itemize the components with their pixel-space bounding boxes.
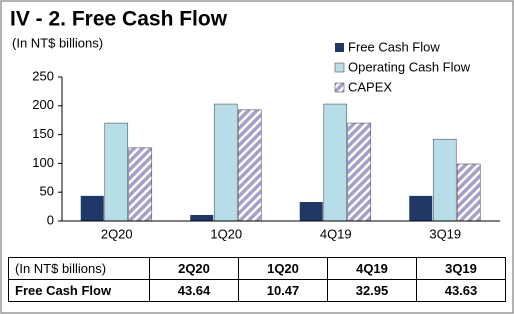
legend-label: Free Cash Flow xyxy=(348,39,440,54)
bar xyxy=(299,202,323,221)
legend-swatch xyxy=(334,82,345,93)
bar xyxy=(128,147,153,222)
x-tick-label: 1Q20 xyxy=(210,226,242,241)
legend-swatch xyxy=(334,62,345,73)
bar xyxy=(213,103,238,222)
legend-label: Operating Cash Flow xyxy=(348,59,471,74)
x-tick-label: 2Q20 xyxy=(101,226,133,241)
table-header-cell: 2Q20 xyxy=(149,257,239,280)
legend-swatch xyxy=(335,43,344,52)
table-header-row: (In NT$ billions) 2Q20 1Q20 4Q19 3Q19 xyxy=(8,257,506,280)
bar xyxy=(237,109,262,222)
table-corner: (In NT$ billions) xyxy=(8,257,150,280)
table-cell: 43.63 xyxy=(416,279,506,302)
y-tick-label: 100 xyxy=(32,155,54,170)
y-tick-label: 250 xyxy=(32,68,54,83)
table-cell: 10.47 xyxy=(238,279,328,302)
row-label: Free Cash Flow xyxy=(8,279,150,302)
bar xyxy=(323,103,348,222)
y-tick-label: 50 xyxy=(40,184,54,199)
data-table: (In NT$ billions) 2Q20 1Q20 4Q19 3Q19 Free … xyxy=(8,257,506,302)
table-header-cell: 1Q20 xyxy=(238,257,328,280)
legend-label: CAPEX xyxy=(348,79,392,94)
y-tick-label: 200 xyxy=(32,97,54,112)
x-tick-label: 4Q19 xyxy=(320,226,352,241)
table-data-row: Free Cash Flow 43.64 10.47 32.95 43.63 xyxy=(8,279,506,302)
y-tick-label: 0 xyxy=(47,212,54,227)
chart-title: IV - 2. Free Cash Flow xyxy=(10,8,228,31)
x-tick-label: 3Q19 xyxy=(429,226,461,241)
bar xyxy=(190,214,214,221)
table-cell: 43.64 xyxy=(149,279,239,302)
bar xyxy=(347,122,372,222)
chart-subtitle: (In NT$ billions) xyxy=(12,35,103,50)
bar xyxy=(409,195,433,221)
bar xyxy=(432,138,457,222)
table-header-cell: 3Q19 xyxy=(416,257,506,280)
bar xyxy=(80,195,104,221)
table-header-cell: 4Q19 xyxy=(327,257,417,280)
y-tick-label: 150 xyxy=(32,126,54,141)
table-cell: 32.95 xyxy=(327,279,417,302)
bar xyxy=(104,122,129,222)
bar xyxy=(456,163,481,222)
